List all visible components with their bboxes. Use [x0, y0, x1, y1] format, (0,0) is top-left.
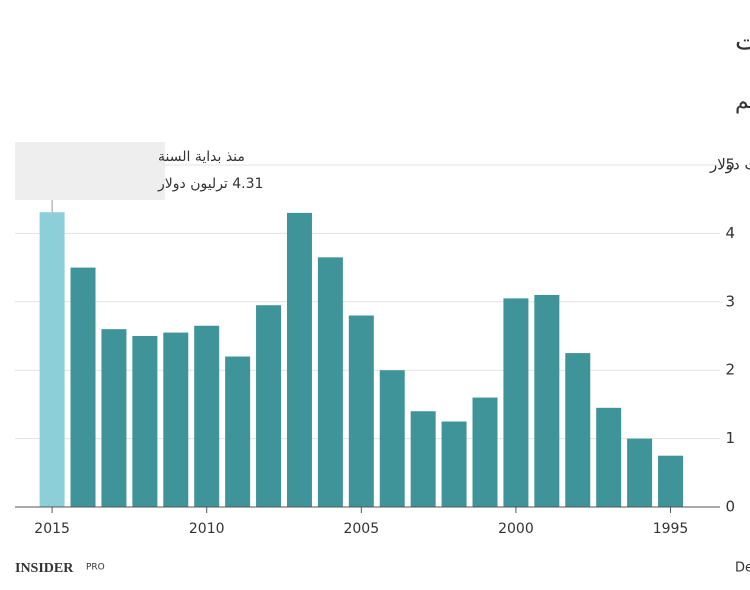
y-tick-label: 2 — [725, 361, 735, 379]
bar — [225, 356, 251, 507]
bar — [132, 336, 158, 507]
bar — [472, 397, 498, 507]
y-tick-label: 0 — [725, 498, 735, 516]
y-tick-label: 1 — [725, 429, 735, 447]
bar — [348, 315, 374, 507]
x-tick-label: 2015 — [34, 521, 70, 537]
bar — [627, 438, 653, 507]
bar — [534, 294, 560, 507]
bar — [565, 353, 591, 507]
x-tick-label: 2005 — [343, 521, 379, 537]
bar — [101, 329, 127, 507]
source: المصدر: Dealogic — [735, 561, 750, 576]
y-tick-label: 4 — [725, 224, 735, 242]
chart-title: الاستحواذات والاندماجات — [735, 27, 750, 57]
annotation-box — [15, 142, 165, 200]
bar — [596, 407, 622, 507]
annotation-label: منذ بداية السنة — [158, 149, 245, 165]
bar — [317, 257, 343, 507]
annotation-value: 4.31 ترليون دولار — [157, 176, 263, 192]
y-tick-label: 3 — [725, 292, 735, 310]
chart-subtitle: الحجم الكلي للاستحواذات والاندماجات في ا… — [735, 89, 750, 114]
bar — [39, 212, 65, 508]
bar — [286, 212, 312, 507]
bar — [163, 332, 189, 507]
x-tick-label: 1995 — [653, 521, 689, 537]
bar — [503, 298, 529, 507]
y-axis-label: ترليونات دولار — [709, 156, 750, 174]
bar — [194, 325, 220, 507]
logo-badge: PRO — [86, 563, 105, 573]
bar — [379, 370, 405, 507]
bar — [256, 305, 282, 507]
x-tick-label: 2010 — [189, 521, 225, 537]
bar — [658, 455, 684, 507]
y-tick-label: 5 — [725, 156, 735, 174]
x-tick-label: 2000 — [498, 521, 534, 537]
bar — [441, 421, 467, 507]
logo: INSIDER — [15, 561, 74, 576]
bar — [410, 411, 436, 507]
bar — [70, 267, 96, 507]
